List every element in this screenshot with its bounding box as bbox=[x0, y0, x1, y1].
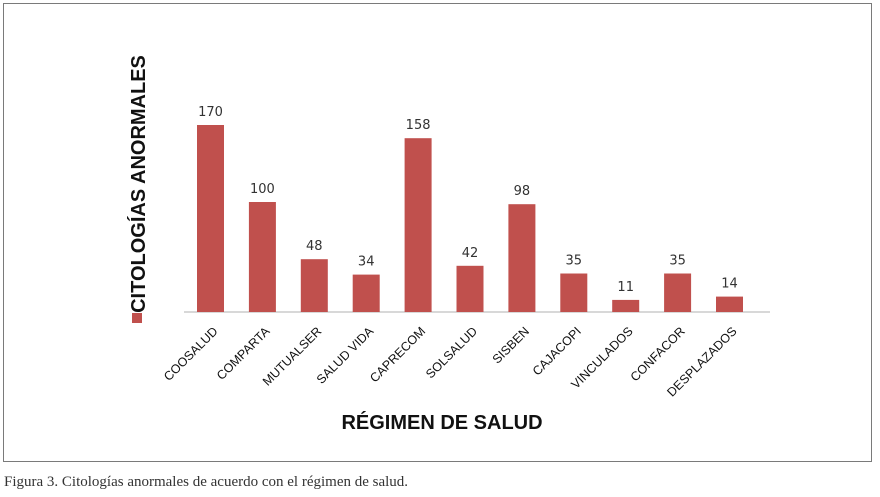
bar-mutualser bbox=[300, 259, 328, 312]
y-axis-title: CITOLOGÍAS ANORMALES bbox=[127, 55, 150, 313]
data-label-confacor: 35 bbox=[669, 254, 686, 269]
data-label-salud-vida: 34 bbox=[358, 255, 375, 270]
bar-confacor bbox=[664, 273, 692, 312]
x-axis-title: RÉGIMEN DE SALUD bbox=[341, 411, 542, 434]
value-labels-group: 170 100 48 34 158 42 98 35 11 35 14 bbox=[198, 105, 738, 295]
figure-frame: CITOLOGÍAS ANORMALES 170 100 48 34 158 42 98 35… bbox=[3, 3, 872, 462]
bar-desplazados bbox=[716, 296, 743, 312]
category-label-coosalud: COOSALUD bbox=[161, 324, 221, 384]
category-label-solsalud: SOLSALUD bbox=[423, 324, 480, 381]
legend-swatch bbox=[132, 313, 142, 323]
bar-vinculados bbox=[612, 299, 640, 312]
bar-comparta bbox=[248, 202, 276, 312]
category-label-sisben: SISBEN bbox=[490, 324, 532, 366]
figure-caption: Figura 3. Citologías anormales de acuerd… bbox=[4, 474, 409, 490]
data-label-cajacopi: 35 bbox=[566, 254, 583, 269]
data-label-mutualser: 48 bbox=[306, 239, 323, 254]
data-label-caprecom: 158 bbox=[406, 118, 431, 133]
bar-chart: CITOLOGÍAS ANORMALES 170 100 48 34 158 42 98 35… bbox=[127, 55, 770, 434]
category-label-cajacopi: CAJACOPI bbox=[530, 324, 584, 378]
data-label-desplazados: 14 bbox=[721, 277, 738, 292]
data-label-coosalud: 170 bbox=[198, 105, 223, 120]
bar-cajacopi bbox=[560, 273, 588, 312]
category-label-caprecom: CAPRECOM bbox=[367, 324, 428, 385]
bar-sisben bbox=[508, 204, 536, 312]
data-label-sisben: 98 bbox=[514, 184, 531, 199]
data-label-comparta: 100 bbox=[250, 182, 275, 197]
bar-coosalud bbox=[197, 125, 224, 312]
y-axis-title-group: CITOLOGÍAS ANORMALES bbox=[127, 55, 150, 313]
data-label-vinculados: 11 bbox=[617, 280, 634, 295]
bar-salud-vida bbox=[352, 274, 380, 312]
bar-caprecom bbox=[404, 138, 432, 312]
data-label-solsalud: 42 bbox=[462, 246, 479, 261]
bars-group bbox=[197, 125, 743, 312]
bar-solsalud bbox=[456, 265, 484, 312]
